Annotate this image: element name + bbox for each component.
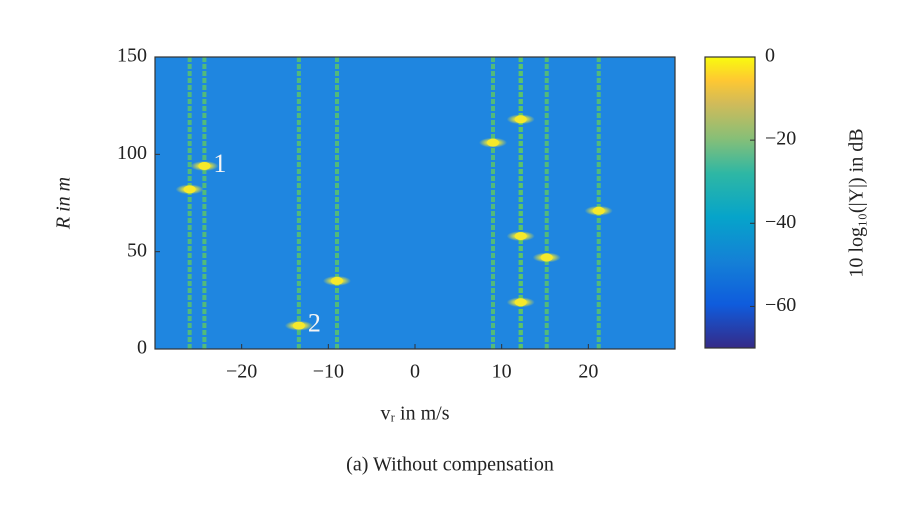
x-tick-label: 0 [410,361,420,383]
colorbar-tick-label: −60 [765,294,796,316]
target-label: 2 [308,309,321,338]
target [487,138,499,147]
target [514,232,527,241]
target-label: 1 [213,149,226,178]
colorbar-label: 10 log₁₀(|Y|) in dB [846,128,868,277]
target [198,162,211,171]
target [540,253,553,262]
target [292,321,305,330]
y-axis-label: R in m [53,177,75,230]
target [331,276,343,285]
colorbar [704,56,756,349]
target [514,298,527,307]
target [183,185,196,194]
y-tick-label: 0 [137,337,147,359]
x-tick-label: −20 [226,361,257,383]
y-tick-label: 50 [127,239,147,261]
caption: (a) Without compensation [346,454,554,476]
x-axis-label: vᵣ in m/s [380,403,449,425]
y-tick-label: 100 [117,142,147,164]
target [592,206,605,215]
x-tick-label: −10 [313,361,344,383]
colorbar-tick-label: −40 [765,211,796,233]
target [514,115,527,124]
x-tick-label: 10 [492,361,512,383]
colorbar-tick-label: 0 [765,45,775,67]
colorbar-tick-label: −20 [765,128,796,150]
x-tick-label: 20 [578,361,598,383]
y-tick-label: 150 [117,45,147,67]
plot-area [155,57,675,349]
